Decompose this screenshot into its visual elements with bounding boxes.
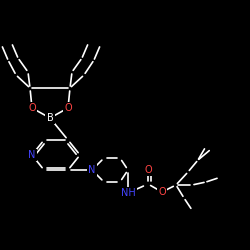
Text: N: N bbox=[88, 165, 96, 175]
Text: O: O bbox=[28, 103, 36, 113]
Text: O: O bbox=[64, 103, 72, 113]
Text: O: O bbox=[158, 187, 166, 197]
Text: B: B bbox=[46, 113, 54, 123]
Text: N: N bbox=[28, 150, 36, 160]
Text: O: O bbox=[144, 165, 152, 175]
Text: NH: NH bbox=[120, 188, 136, 198]
